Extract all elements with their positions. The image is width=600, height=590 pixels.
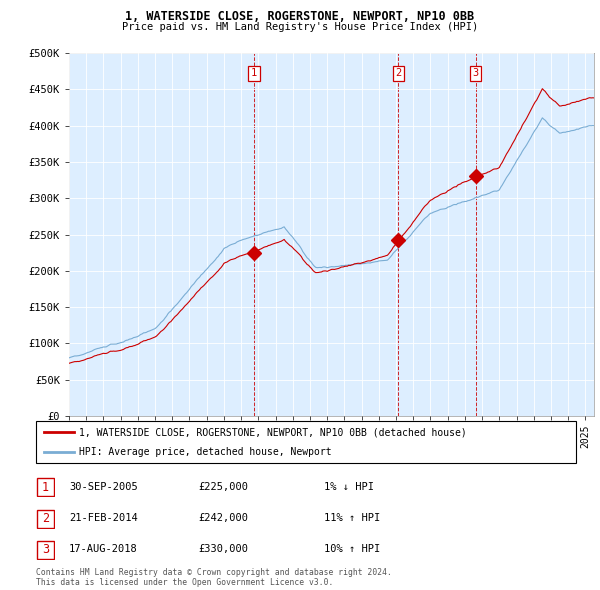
FancyBboxPatch shape — [37, 541, 54, 559]
Text: £330,000: £330,000 — [198, 545, 248, 554]
FancyBboxPatch shape — [37, 510, 54, 527]
FancyBboxPatch shape — [37, 478, 54, 496]
Text: 1, WATERSIDE CLOSE, ROGERSTONE, NEWPORT, NP10 0BB: 1, WATERSIDE CLOSE, ROGERSTONE, NEWPORT,… — [125, 10, 475, 23]
Text: 11% ↑ HPI: 11% ↑ HPI — [324, 513, 380, 523]
Text: 1% ↓ HPI: 1% ↓ HPI — [324, 482, 374, 491]
Text: 10% ↑ HPI: 10% ↑ HPI — [324, 545, 380, 554]
Text: £225,000: £225,000 — [198, 482, 248, 491]
Text: 1, WATERSIDE CLOSE, ROGERSTONE, NEWPORT, NP10 0BB (detached house): 1, WATERSIDE CLOSE, ROGERSTONE, NEWPORT,… — [79, 427, 467, 437]
Text: 17-AUG-2018: 17-AUG-2018 — [69, 545, 138, 554]
Text: HPI: Average price, detached house, Newport: HPI: Average price, detached house, Newp… — [79, 447, 332, 457]
Text: 3: 3 — [42, 543, 49, 556]
FancyBboxPatch shape — [36, 421, 576, 463]
Text: 1: 1 — [42, 481, 49, 494]
Text: 2: 2 — [42, 512, 49, 525]
Text: 21-FEB-2014: 21-FEB-2014 — [69, 513, 138, 523]
Text: 3: 3 — [473, 68, 479, 78]
Text: 2: 2 — [395, 68, 401, 78]
Text: 1: 1 — [251, 68, 257, 78]
Text: £242,000: £242,000 — [198, 513, 248, 523]
Text: Contains HM Land Registry data © Crown copyright and database right 2024.: Contains HM Land Registry data © Crown c… — [36, 568, 392, 576]
Text: This data is licensed under the Open Government Licence v3.0.: This data is licensed under the Open Gov… — [36, 578, 334, 587]
Text: Price paid vs. HM Land Registry's House Price Index (HPI): Price paid vs. HM Land Registry's House … — [122, 22, 478, 32]
Text: 30-SEP-2005: 30-SEP-2005 — [69, 482, 138, 491]
